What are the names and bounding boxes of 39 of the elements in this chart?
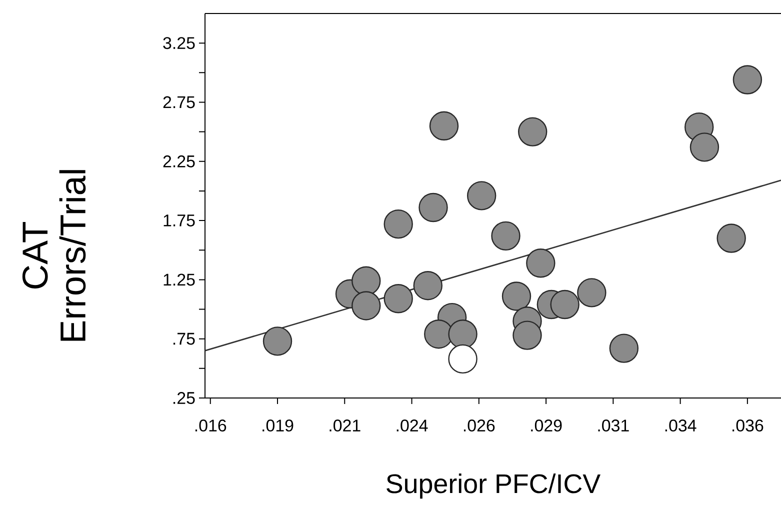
point	[716, 224, 746, 253]
point	[550, 290, 580, 320]
x-tick-label: .019	[262, 420, 294, 432]
x-tick-label: .034	[665, 420, 696, 432]
y-tick-label: 2.25	[163, 155, 195, 168]
point	[690, 132, 720, 162]
point	[502, 282, 532, 311]
x-tick-label: .031	[598, 420, 629, 432]
x-tick-label: .036	[732, 420, 764, 432]
y-tick-label: 1.25	[164, 274, 195, 286]
point	[526, 248, 556, 278]
point	[466, 181, 496, 210]
y-tick-label: 3.25	[163, 37, 195, 50]
y-tick-label: 1.75	[164, 214, 195, 226]
point	[491, 221, 520, 251]
point	[384, 209, 413, 239]
point	[448, 344, 478, 374]
x-axis-title: Superior PFC/ICV	[386, 474, 600, 499]
point	[352, 266, 381, 296]
point	[609, 334, 639, 363]
point	[352, 291, 381, 320]
x-tick-label: .021	[330, 420, 360, 432]
point	[413, 271, 442, 300]
y-tick-label: .25	[173, 392, 195, 404]
point	[577, 278, 606, 308]
y-axis-title: CAT Errors/Trial	[22, 170, 86, 341]
point	[384, 284, 413, 314]
point	[262, 326, 292, 356]
point	[732, 65, 762, 94]
point	[512, 320, 542, 350]
x-tick-label: .029	[531, 420, 562, 432]
point	[418, 192, 448, 222]
x-tick-label: .016	[195, 420, 226, 432]
x-tick-label: .024	[396, 420, 428, 432]
y-tick-label: 2.75	[163, 96, 195, 108]
point	[518, 117, 548, 146]
y-tick-label: .75	[173, 332, 195, 345]
x-tick-label: .026	[464, 420, 495, 432]
point	[429, 111, 459, 140]
